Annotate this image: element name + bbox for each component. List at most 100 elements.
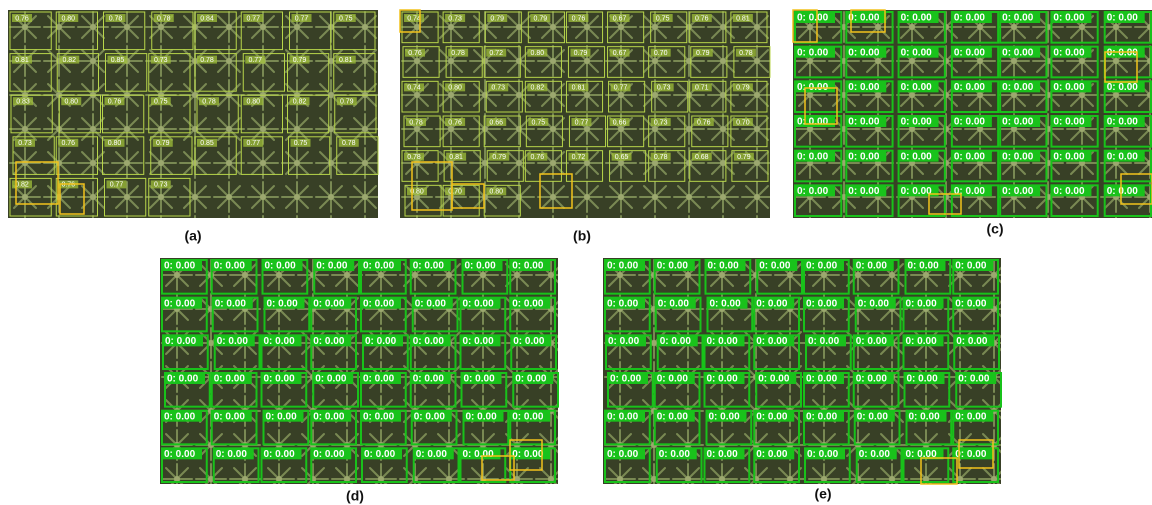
score-label: 0.78 [407,154,421,161]
score-label: 0: 0.00 [954,47,986,58]
score-label: 0: 0.00 [363,298,395,309]
score-label: 0: 0.00 [806,374,838,385]
score-label: 0: 0.00 [363,261,395,272]
score-label: 0.79 [156,140,170,147]
score-label: 0: 0.00 [906,298,938,309]
score-label: 0: 0.00 [512,261,544,272]
score-label: 0.82 [293,99,307,106]
score-label: 0: 0.00 [466,411,498,422]
panel-caption: (e) [814,486,831,502]
score-label: 0: 0.00 [660,336,692,347]
score-label: 0.76 [697,119,711,126]
score-label: 0.76 [695,15,709,22]
score-label: 0: 0.00 [958,374,990,385]
score-label: 0: 0.00 [1107,13,1139,24]
score-label: 0.75 [294,140,308,147]
panel: 0: 0.00 0: 0.00 0: 0.00 0: 0.00 0: 0.00 0: 0.… [160,258,558,484]
score-label: 0: 0.00 [901,117,933,128]
score-label: 0.84 [200,15,214,22]
score-label: 0: 0.00 [214,374,246,385]
score-label: 0.73 [491,85,505,92]
score-label: 0: 0.00 [264,336,296,347]
score-label: 0.77 [248,57,262,64]
score-label: 0: 0.00 [608,336,640,347]
score-label: 0: 0.00 [848,186,880,197]
score-label: 0.70 [736,119,750,126]
score-label: 0.80 [108,140,122,147]
score-label: 0: 0.00 [1002,186,1034,197]
score-label: 0.82 [531,85,545,92]
score-label: 0: 0.00 [415,298,447,309]
score-label: 0: 0.00 [164,261,196,272]
score-label: 0: 0.00 [907,374,939,385]
score-label: 0.78 [157,15,171,22]
panel: 0: 0.00 0: 0.00 0: 0.00 0: 0.00 0: 0.00 0: 0.… [603,258,1001,484]
score-label: 0.80 [489,189,503,196]
score-label: 0.76 [572,15,586,22]
score-label: 0: 0.00 [1053,117,1085,128]
score-label: 0: 0.00 [906,336,938,347]
score-label: 0: 0.00 [364,449,396,460]
score-label: 0: 0.00 [901,47,933,58]
score-label: 0.81 [15,57,29,64]
score-label: 0.73 [654,119,668,126]
score-label: 0.73 [154,57,168,64]
score-label: 0.81 [572,85,586,92]
score-label: 0.77 [110,182,124,189]
score-label: 0.76 [61,140,75,147]
score-label: 0.73 [154,182,168,189]
score-label: 0.67 [613,50,627,57]
panel: 0.740.730.790.790.760.670.750.760.810.76… [400,10,770,218]
score-label: 0: 0.00 [365,336,397,347]
score-label: 0: 0.00 [848,82,880,93]
score-label: 0.76 [15,15,29,22]
score-label: 0: 0.00 [797,13,829,24]
score-label: 0.78 [342,140,356,147]
score-label: 0.78 [109,15,123,22]
score-label: 0: 0.00 [954,186,986,197]
score-label: 0: 0.00 [806,411,838,422]
score-label: 0: 0.00 [901,13,933,24]
score-label: 0: 0.00 [413,374,445,385]
score-label: 0.79 [490,15,504,22]
score-label: 0: 0.00 [1107,186,1139,197]
score-label: 0.80 [64,99,78,106]
score-label: 0.77 [246,15,260,22]
score-label: 0: 0.00 [265,261,297,272]
score-label: 0.67 [613,15,627,22]
score-label: 0: 0.00 [607,411,639,422]
score-label: 0: 0.00 [806,298,838,309]
score-label: 0.78 [200,57,214,64]
score-label: 0: 0.00 [856,374,888,385]
score-label: 0.76 [531,154,545,161]
score-label: 0: 0.00 [955,261,987,272]
score-label: 0.78 [654,154,668,161]
score-label: 0: 0.00 [315,374,347,385]
score-label: 0: 0.00 [414,411,446,422]
score-label: 0: 0.00 [658,298,690,309]
score-label: 0: 0.00 [806,261,838,272]
score-label: 0.80 [448,85,462,92]
score-label: 0: 0.00 [165,336,197,347]
score-label: 0.82 [15,182,29,189]
score-label: 0.72 [489,50,503,57]
score-label: 0: 0.00 [956,336,988,347]
score-label: 0.80 [246,99,260,106]
score-label: 0: 0.00 [264,374,296,385]
score-label: 0: 0.00 [266,411,298,422]
score-label: 0: 0.00 [164,411,196,422]
score-label: 0.76 [448,119,462,126]
score-label: 0: 0.00 [908,261,940,272]
score-label: 0: 0.00 [1053,186,1085,197]
score-label: 0: 0.00 [164,449,196,460]
score-label: 0.65 [615,154,629,161]
score-label: 0: 0.00 [756,411,788,422]
score-label: 0: 0.00 [515,374,547,385]
score-label: 0: 0.00 [707,336,739,347]
score-label: 0.75 [339,15,353,22]
score-label: 0: 0.00 [707,374,739,385]
score-label: 0.79 [492,154,506,161]
score-label: 0: 0.00 [1107,117,1139,128]
score-label: 0: 0.00 [465,261,497,272]
score-label: 0: 0.00 [363,374,395,385]
